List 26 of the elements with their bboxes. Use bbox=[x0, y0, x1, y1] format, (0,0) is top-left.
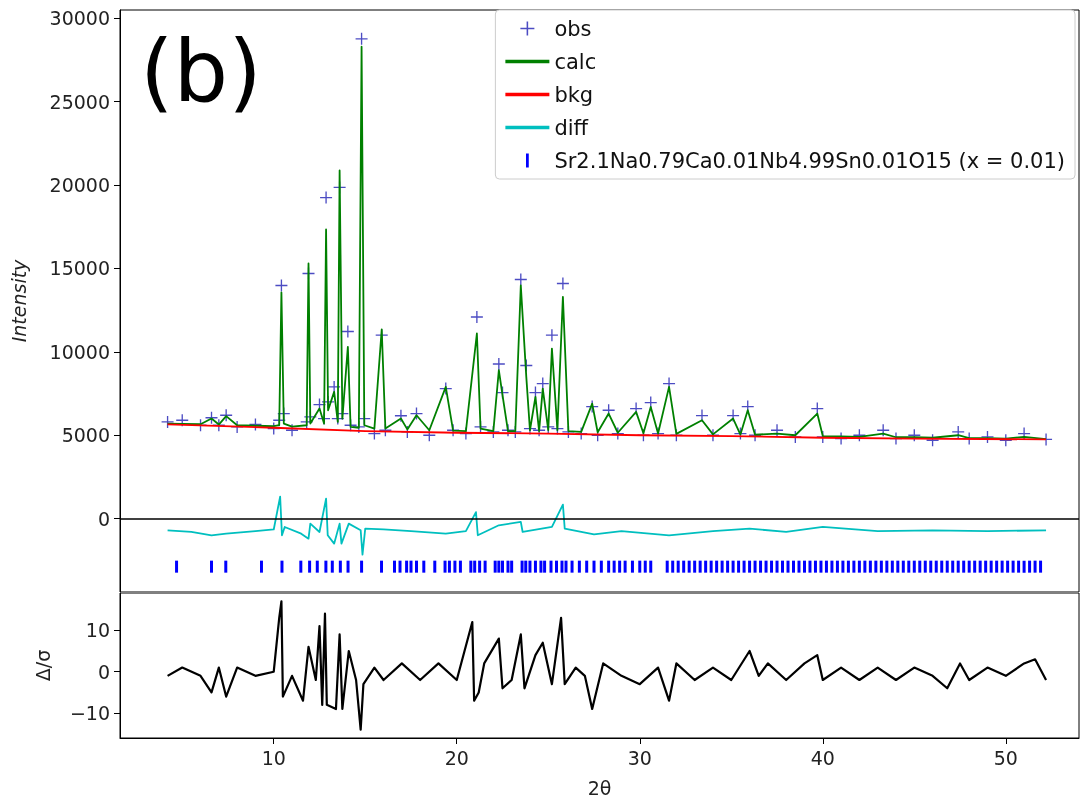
x-tick-label: 10 bbox=[261, 746, 286, 769]
x-tick-label: 30 bbox=[627, 746, 652, 769]
legend-label: Sr2.1Na0.79Ca0.01Nb4.99Sn0.01O15 (x = 0.01) bbox=[554, 148, 1065, 173]
y-axis-title: Intensity bbox=[7, 258, 30, 343]
y-tick-label: 15000 bbox=[49, 257, 110, 280]
y-tick-label: 0 bbox=[97, 660, 110, 683]
annotation: (b) bbox=[140, 21, 262, 121]
y-tick-label: 25000 bbox=[49, 90, 110, 113]
legend-label: diff bbox=[554, 115, 589, 140]
legend-label: calc bbox=[554, 49, 597, 74]
line-series bbox=[166, 495, 1047, 556]
y-tick-label: 20000 bbox=[49, 174, 110, 197]
y-tick-label: 0 bbox=[97, 507, 110, 530]
y-axis-title: Δ/σ bbox=[31, 649, 54, 682]
y-tick-label: 10000 bbox=[49, 340, 110, 363]
y-tick-label: 10 bbox=[85, 619, 110, 642]
x-axis-title: 2θ bbox=[587, 776, 612, 799]
line-series bbox=[166, 600, 1048, 731]
x-tick-label: 20 bbox=[444, 746, 469, 769]
legend-label: bkg bbox=[554, 82, 594, 107]
y-tick-label: 5000 bbox=[61, 424, 110, 447]
y-tick-label: −10 bbox=[69, 702, 110, 725]
legend-label: obs bbox=[554, 16, 592, 41]
x-tick-label: 50 bbox=[993, 746, 1018, 769]
y-tick-label: 30000 bbox=[49, 7, 110, 30]
x-tick-label: 40 bbox=[810, 746, 835, 769]
